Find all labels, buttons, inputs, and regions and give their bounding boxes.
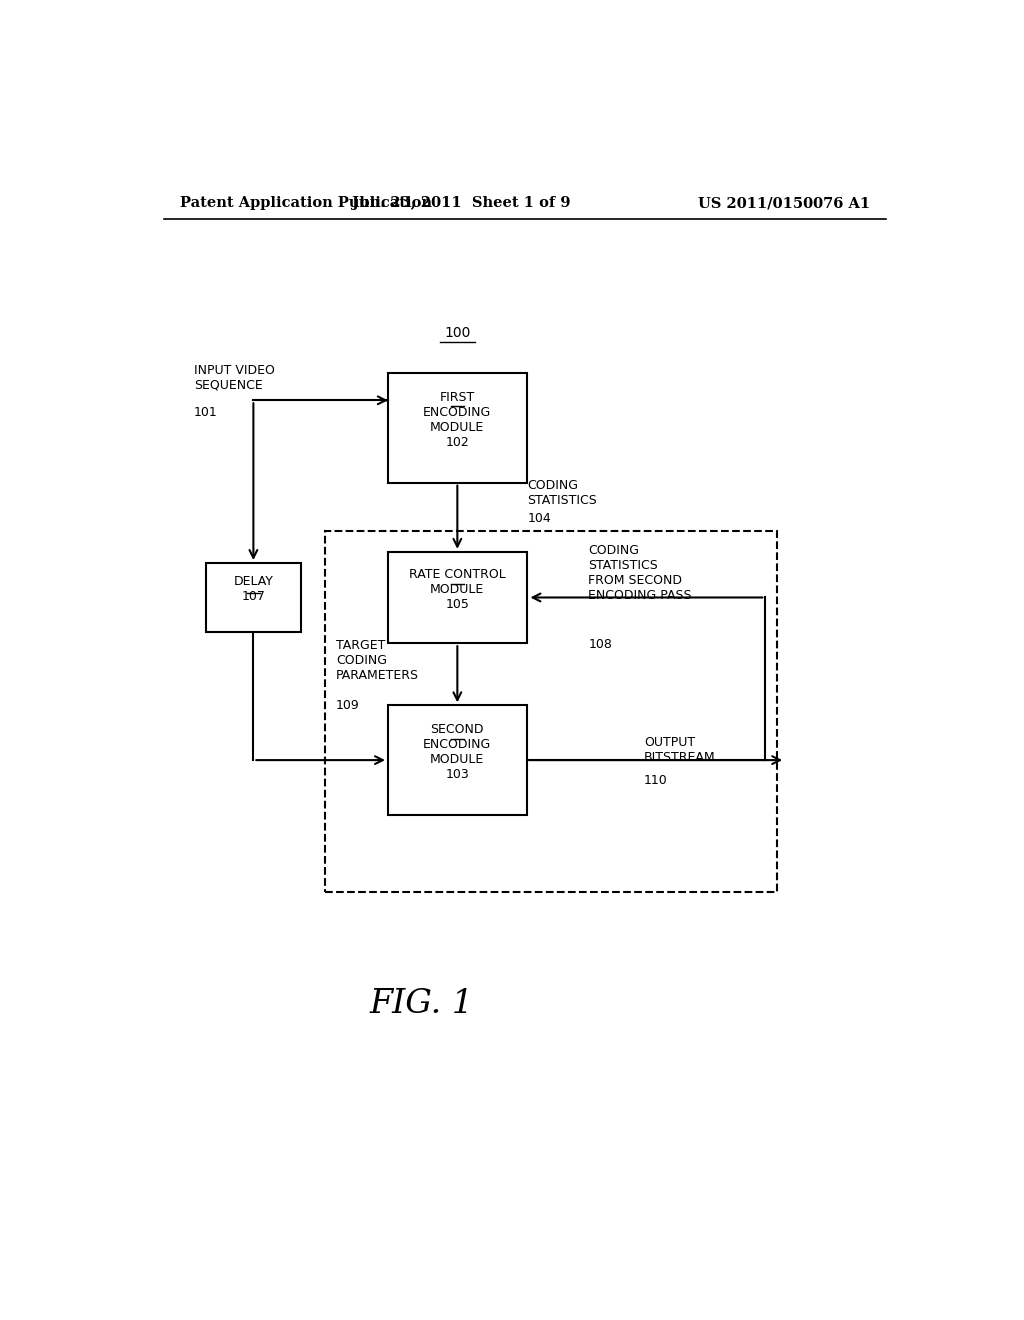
Text: 109: 109 bbox=[336, 698, 359, 711]
Bar bbox=[325, 532, 777, 892]
Text: RATE CONTROL
MODULE
105: RATE CONTROL MODULE 105 bbox=[409, 568, 506, 611]
Text: OUTPUT
BITSTREAM: OUTPUT BITSTREAM bbox=[644, 737, 716, 764]
Bar bbox=[206, 562, 301, 632]
Text: INPUT VIDEO
SEQUENCE: INPUT VIDEO SEQUENCE bbox=[194, 364, 274, 392]
Text: 101: 101 bbox=[194, 407, 218, 418]
Text: Patent Application Publication: Patent Application Publication bbox=[179, 197, 431, 210]
Bar bbox=[388, 372, 526, 483]
Text: FIG. 1: FIG. 1 bbox=[370, 989, 474, 1020]
Text: Jun. 23, 2011  Sheet 1 of 9: Jun. 23, 2011 Sheet 1 of 9 bbox=[352, 197, 570, 210]
Text: 100: 100 bbox=[444, 326, 471, 341]
Text: 108: 108 bbox=[588, 638, 612, 651]
Bar bbox=[388, 552, 526, 643]
Text: 104: 104 bbox=[527, 512, 551, 525]
Text: SECOND
ENCODING
MODULE
103: SECOND ENCODING MODULE 103 bbox=[423, 723, 492, 781]
Text: FIRST
ENCODING
MODULE
102: FIRST ENCODING MODULE 102 bbox=[423, 391, 492, 449]
Text: TARGET
CODING
PARAMETERS: TARGET CODING PARAMETERS bbox=[336, 639, 419, 682]
Bar bbox=[388, 705, 526, 814]
Text: 110: 110 bbox=[644, 774, 668, 787]
Text: DELAY
107: DELAY 107 bbox=[233, 576, 273, 603]
Text: US 2011/0150076 A1: US 2011/0150076 A1 bbox=[698, 197, 870, 210]
Text: CODING
STATISTICS: CODING STATISTICS bbox=[527, 479, 597, 507]
Text: CODING
STATISTICS
FROM SECOND
ENCODING PASS: CODING STATISTICS FROM SECOND ENCODING P… bbox=[588, 544, 692, 602]
